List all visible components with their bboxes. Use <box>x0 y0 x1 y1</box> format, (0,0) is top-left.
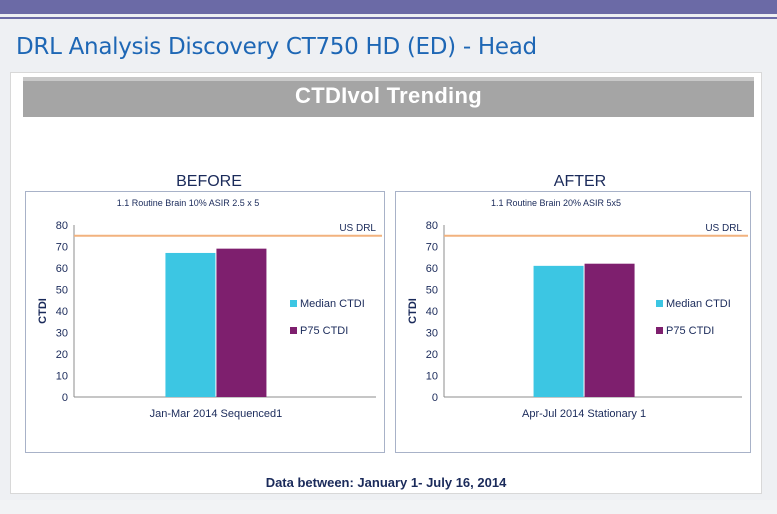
section-title: CTDIvol Trending <box>295 83 482 108</box>
y-tick-label: 40 <box>56 306 68 318</box>
chart-heading-before: BEFORE <box>176 173 242 190</box>
y-axis-label: CTDI <box>407 298 419 324</box>
y-tick-label: 70 <box>426 242 438 254</box>
bar-p75 <box>584 263 635 397</box>
content-panel: CTDIvol Trending BEFORE 1.1 Routine Brai… <box>10 72 762 494</box>
data-range-note: Data between: January 1- July 16, 2014 <box>265 475 507 490</box>
y-tick-label: 60 <box>426 263 438 275</box>
legend-swatch <box>656 300 663 307</box>
y-tick-label: 60 <box>56 263 68 275</box>
y-tick-label: 50 <box>426 285 438 297</box>
chart-after-svg: 1.1 Routine Brain 20% ASIR 5x5 0 10 20 30 40 5… <box>407 198 748 420</box>
y-tick-label: 80 <box>56 220 68 232</box>
section-header-band: CTDIvol Trending <box>23 77 754 117</box>
chart-subtitle: 1.1 Routine Brain 20% ASIR 5x5 <box>491 198 621 208</box>
legend-label: Median CTDI <box>666 298 731 310</box>
y-tick-label: 20 <box>426 349 438 361</box>
legend-swatch <box>290 300 297 307</box>
y-tick-label: 10 <box>56 371 68 383</box>
bottom-strip <box>0 500 777 514</box>
drl-reference-label: US DRL <box>705 223 742 234</box>
slide-title: DRL Analysis Discovery CT750 HD (ED) - H… <box>16 34 537 60</box>
y-tick-label: 50 <box>56 285 68 297</box>
x-category-label: Jan-Mar 2014 Sequenced1 <box>150 408 283 420</box>
y-tick-label: 70 <box>56 242 68 254</box>
y-tick-label: 30 <box>426 328 438 340</box>
legend-swatch <box>656 327 663 334</box>
y-tick-label: 0 <box>432 392 438 404</box>
top-accent-bar <box>0 0 777 14</box>
drl-reference-label: US DRL <box>339 223 376 234</box>
bar-median <box>165 252 216 397</box>
bar-median <box>533 265 584 397</box>
y-tick-label: 30 <box>56 328 68 340</box>
y-tick-label: 0 <box>62 392 68 404</box>
chart-before: 1.1 Routine Brain 10% ASIR 2.5 x 5 0 10 20 3… <box>25 191 385 453</box>
y-tick-label: 80 <box>426 220 438 232</box>
bar-p75 <box>216 248 267 397</box>
chart-before-svg: 1.1 Routine Brain 10% ASIR 2.5 x 5 0 10 20 3… <box>37 198 382 420</box>
top-accent-line <box>0 17 777 19</box>
y-axis-label: CTDI <box>37 298 49 324</box>
x-category-label: Apr-Jul 2014 Stationary 1 <box>522 408 646 420</box>
chart-heading-after: AFTER <box>553 173 607 190</box>
y-tick-label: 40 <box>426 306 438 318</box>
legend-label: P75 CTDI <box>300 325 348 337</box>
legend-label: P75 CTDI <box>666 325 714 337</box>
chart-subtitle: 1.1 Routine Brain 10% ASIR 2.5 x 5 <box>117 198 260 208</box>
chart-after: 1.1 Routine Brain 20% ASIR 5x5 0 10 20 30 40 5… <box>395 191 751 453</box>
legend-label: Median CTDI <box>300 298 365 310</box>
legend-swatch <box>290 327 297 334</box>
y-tick-label: 10 <box>426 371 438 383</box>
y-tick-label: 20 <box>56 349 68 361</box>
